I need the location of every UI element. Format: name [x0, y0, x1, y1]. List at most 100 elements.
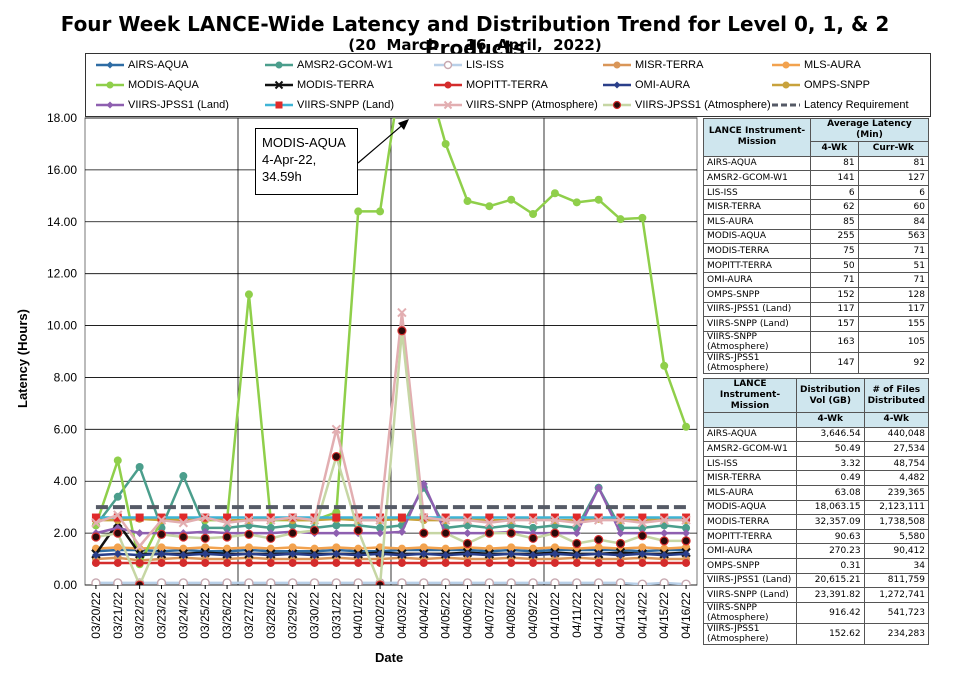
data-point-marker — [309, 525, 320, 536]
latency-currwk: 51 — [857, 257, 930, 274]
distribution-header-files: # of Files Distributed — [863, 378, 930, 413]
data-point-marker — [682, 529, 691, 538]
latency-instrument: VIIRS-SNPP (Land) — [703, 316, 811, 332]
legend-swatch — [265, 80, 293, 90]
data-point-marker — [572, 558, 581, 567]
data-point-marker — [615, 538, 626, 549]
data-point-marker — [782, 61, 790, 69]
data-point-marker — [616, 513, 625, 522]
data-point-marker — [659, 536, 669, 546]
data-point-marker — [529, 209, 538, 218]
x-tick-label: 03/30/22 — [308, 592, 322, 639]
distribution-files: 811,759 — [863, 572, 930, 589]
x-tick-label: 04/09/22 — [526, 592, 540, 639]
legend-label: MODIS-AQUA — [128, 79, 199, 91]
latency-instrument: MOPITT-TERRA — [703, 257, 811, 274]
legend-label: MISR-TERRA — [635, 59, 704, 71]
data-point-marker — [462, 515, 473, 525]
data-point-marker — [222, 532, 232, 542]
data-point-marker — [156, 529, 167, 540]
data-point-marker — [682, 513, 691, 522]
distribution-volume: 916.42 — [795, 601, 865, 624]
latency-4wk: 255 — [810, 228, 859, 245]
distribution-volume: 0.31 — [795, 557, 865, 574]
data-point-marker — [572, 538, 582, 549]
latency-4wk: 157 — [810, 316, 859, 332]
legend-label: AMSR2-GCOM-W1 — [297, 59, 393, 71]
data-point-marker — [441, 528, 451, 538]
distribution-instrument: VIIRS-JPSS1 (Atmosphere) — [703, 622, 797, 645]
data-point-marker — [444, 81, 452, 89]
x-tick-label: 03/24/22 — [176, 592, 190, 639]
latency-currwk: 81 — [857, 155, 930, 172]
data-point-marker — [594, 483, 603, 492]
legend-label: MODIS-TERRA — [297, 79, 374, 91]
data-point-marker — [443, 60, 453, 70]
data-point-marker — [572, 198, 581, 207]
data-point-marker — [266, 578, 276, 585]
y-axis-label: Latency (Hours) — [15, 309, 30, 408]
data-point-marker — [462, 578, 473, 585]
data-point-marker — [419, 479, 428, 488]
distribution-table: LANCE Instrument-Mission Distribution Vo… — [703, 378, 930, 645]
latency-4wk: 71 — [810, 272, 859, 288]
data-point-marker — [244, 549, 253, 558]
legend-swatch — [434, 60, 462, 70]
distribution-instrument: MODIS-AQUA — [703, 499, 797, 516]
data-point-marker — [462, 538, 473, 549]
latency-instrument: VIIRS-SNPP (Atmosphere) — [703, 330, 811, 353]
latency-instrument: MODIS-TERRA — [703, 243, 811, 259]
data-point-marker — [659, 515, 669, 525]
latency-header-currwk: Curr-Wk — [857, 141, 930, 157]
data-point-marker — [572, 518, 582, 528]
latency-instrument: LIS-ISS — [703, 184, 811, 201]
distribution-instrument: LIS-ISS — [703, 455, 797, 472]
callout-arrowhead — [398, 119, 409, 130]
data-point-marker — [613, 81, 621, 89]
data-point-marker — [332, 549, 341, 558]
distribution-instrument: AMSR2-GCOM-W1 — [703, 441, 797, 457]
distribution-row: AIRS-AQUA 3,646.54 440,048 — [703, 426, 930, 443]
data-point-marker — [179, 513, 188, 522]
x-tick-label: 04/11/22 — [570, 592, 584, 638]
distribution-files: 1,738,508 — [863, 514, 930, 530]
data-point-marker — [134, 541, 145, 551]
data-point-marker — [113, 492, 122, 501]
y-tick-label: 12.00 — [47, 267, 77, 281]
distribution-row: MODIS-AQUA 18,063.15 2,123,111 — [703, 499, 930, 516]
data-point-marker — [91, 558, 100, 567]
data-point-marker — [222, 518, 232, 528]
distribution-instrument: MOPITT-TERRA — [703, 528, 797, 545]
data-point-marker — [441, 551, 450, 560]
data-point-marker — [201, 527, 210, 536]
data-point-marker — [288, 528, 298, 538]
distribution-header-volume: Distribution Vol (GB) — [795, 378, 865, 413]
callout-line-1: MODIS-AQUA — [262, 135, 346, 150]
data-point-marker — [419, 543, 428, 552]
data-point-marker — [288, 549, 297, 558]
data-point-marker — [287, 512, 298, 523]
latency-row: VIIRS-JPSS1 (Land) 117 117 — [703, 301, 930, 318]
latency-instrument: MODIS-AQUA — [703, 228, 811, 245]
x-tick-label: 03/23/22 — [155, 592, 169, 639]
distribution-files: 48,754 — [863, 455, 930, 472]
data-point-marker — [682, 422, 691, 431]
distribution-files: 541,723 — [863, 601, 930, 624]
data-point-marker — [529, 551, 538, 560]
latency-4wk: 6 — [810, 184, 859, 201]
data-point-marker — [397, 513, 406, 522]
data-point-marker — [135, 551, 144, 560]
latency-row: AMSR2-GCOM-W1 141 127 — [703, 170, 930, 186]
data-point-marker — [463, 197, 472, 206]
latency-currwk: 92 — [857, 351, 930, 374]
distribution-volume: 50.49 — [795, 441, 865, 457]
data-point-marker — [244, 558, 253, 567]
data-point-marker — [594, 549, 603, 558]
x-tick-label: 03/25/22 — [198, 592, 212, 639]
data-point-marker — [244, 578, 254, 585]
data-point-marker — [550, 549, 559, 558]
legend-swatch — [772, 61, 800, 69]
data-point-marker — [484, 578, 495, 585]
legend-swatch — [265, 61, 293, 69]
distribution-row: VIIRS-SNPP (Land) 23,391.82 1,272,741 — [703, 587, 930, 603]
